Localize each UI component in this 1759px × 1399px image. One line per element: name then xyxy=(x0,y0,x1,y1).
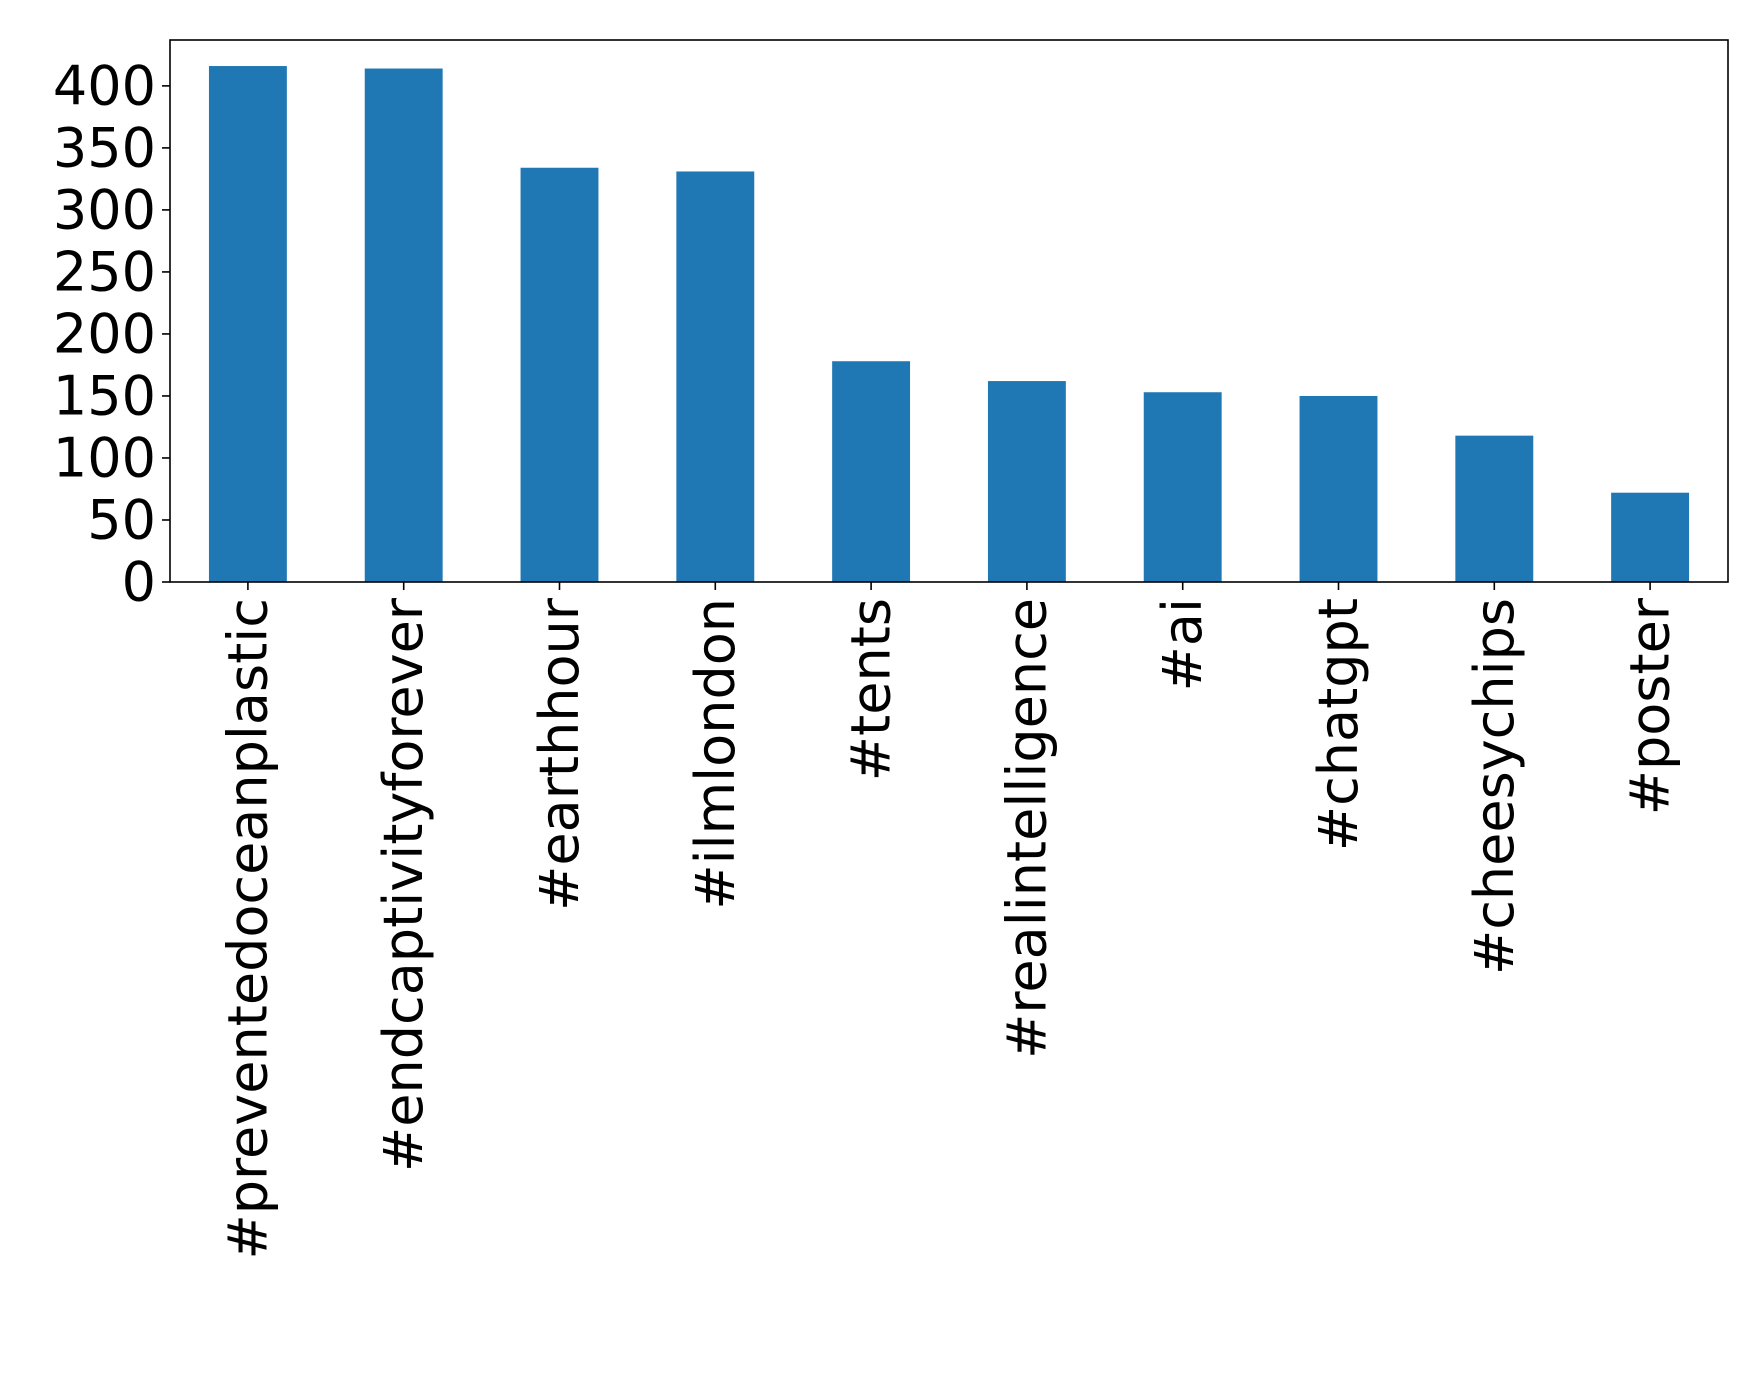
y-tick-label: 0 xyxy=(122,551,156,614)
y-tick-label: 100 xyxy=(53,426,156,489)
x-tick-label: #tents xyxy=(840,598,903,781)
bars-layer xyxy=(208,66,1690,583)
x-tick-label: #cheesychips xyxy=(1463,598,1526,975)
bar-ilmlondon xyxy=(676,171,755,582)
y-tick-label: 150 xyxy=(53,364,156,427)
plot-frame xyxy=(169,39,1729,583)
x-tick-label: #realintelligence xyxy=(995,598,1058,1059)
bar-earthhour xyxy=(520,167,599,582)
y-tick-label: 400 xyxy=(53,54,156,117)
y-tick-label: 350 xyxy=(53,116,156,179)
x-tick-label: #poster xyxy=(1619,597,1682,815)
x-tick-label: #chatgpt xyxy=(1307,598,1370,851)
bar-poster xyxy=(1611,492,1690,582)
bar-realintelligence xyxy=(987,381,1066,582)
bar-preventedoceanplastic xyxy=(208,66,287,582)
y-tick-label: 300 xyxy=(53,178,156,241)
x-axis: #preventedoceanplastic #endcaptivityforev… xyxy=(216,582,1682,1259)
x-tick-label: #endcaptivityforever xyxy=(372,597,435,1172)
y-tick-label: 250 xyxy=(53,240,156,303)
x-tick-label: #ai xyxy=(1151,598,1214,691)
bar-endcaptivityforever xyxy=(364,68,443,583)
bar-cheesychips xyxy=(1455,435,1534,582)
bar-chatgpt xyxy=(1299,395,1378,582)
x-tick-label: #ilmlondon xyxy=(684,598,747,910)
x-tick-label: #preventedoceanplastic xyxy=(216,598,279,1259)
y-tick-label: 200 xyxy=(53,302,156,365)
bar-ai xyxy=(1143,392,1222,582)
bar-tents xyxy=(832,361,911,582)
y-tick-label: 50 xyxy=(87,488,156,551)
x-tick-label: #earthhour xyxy=(528,597,591,911)
